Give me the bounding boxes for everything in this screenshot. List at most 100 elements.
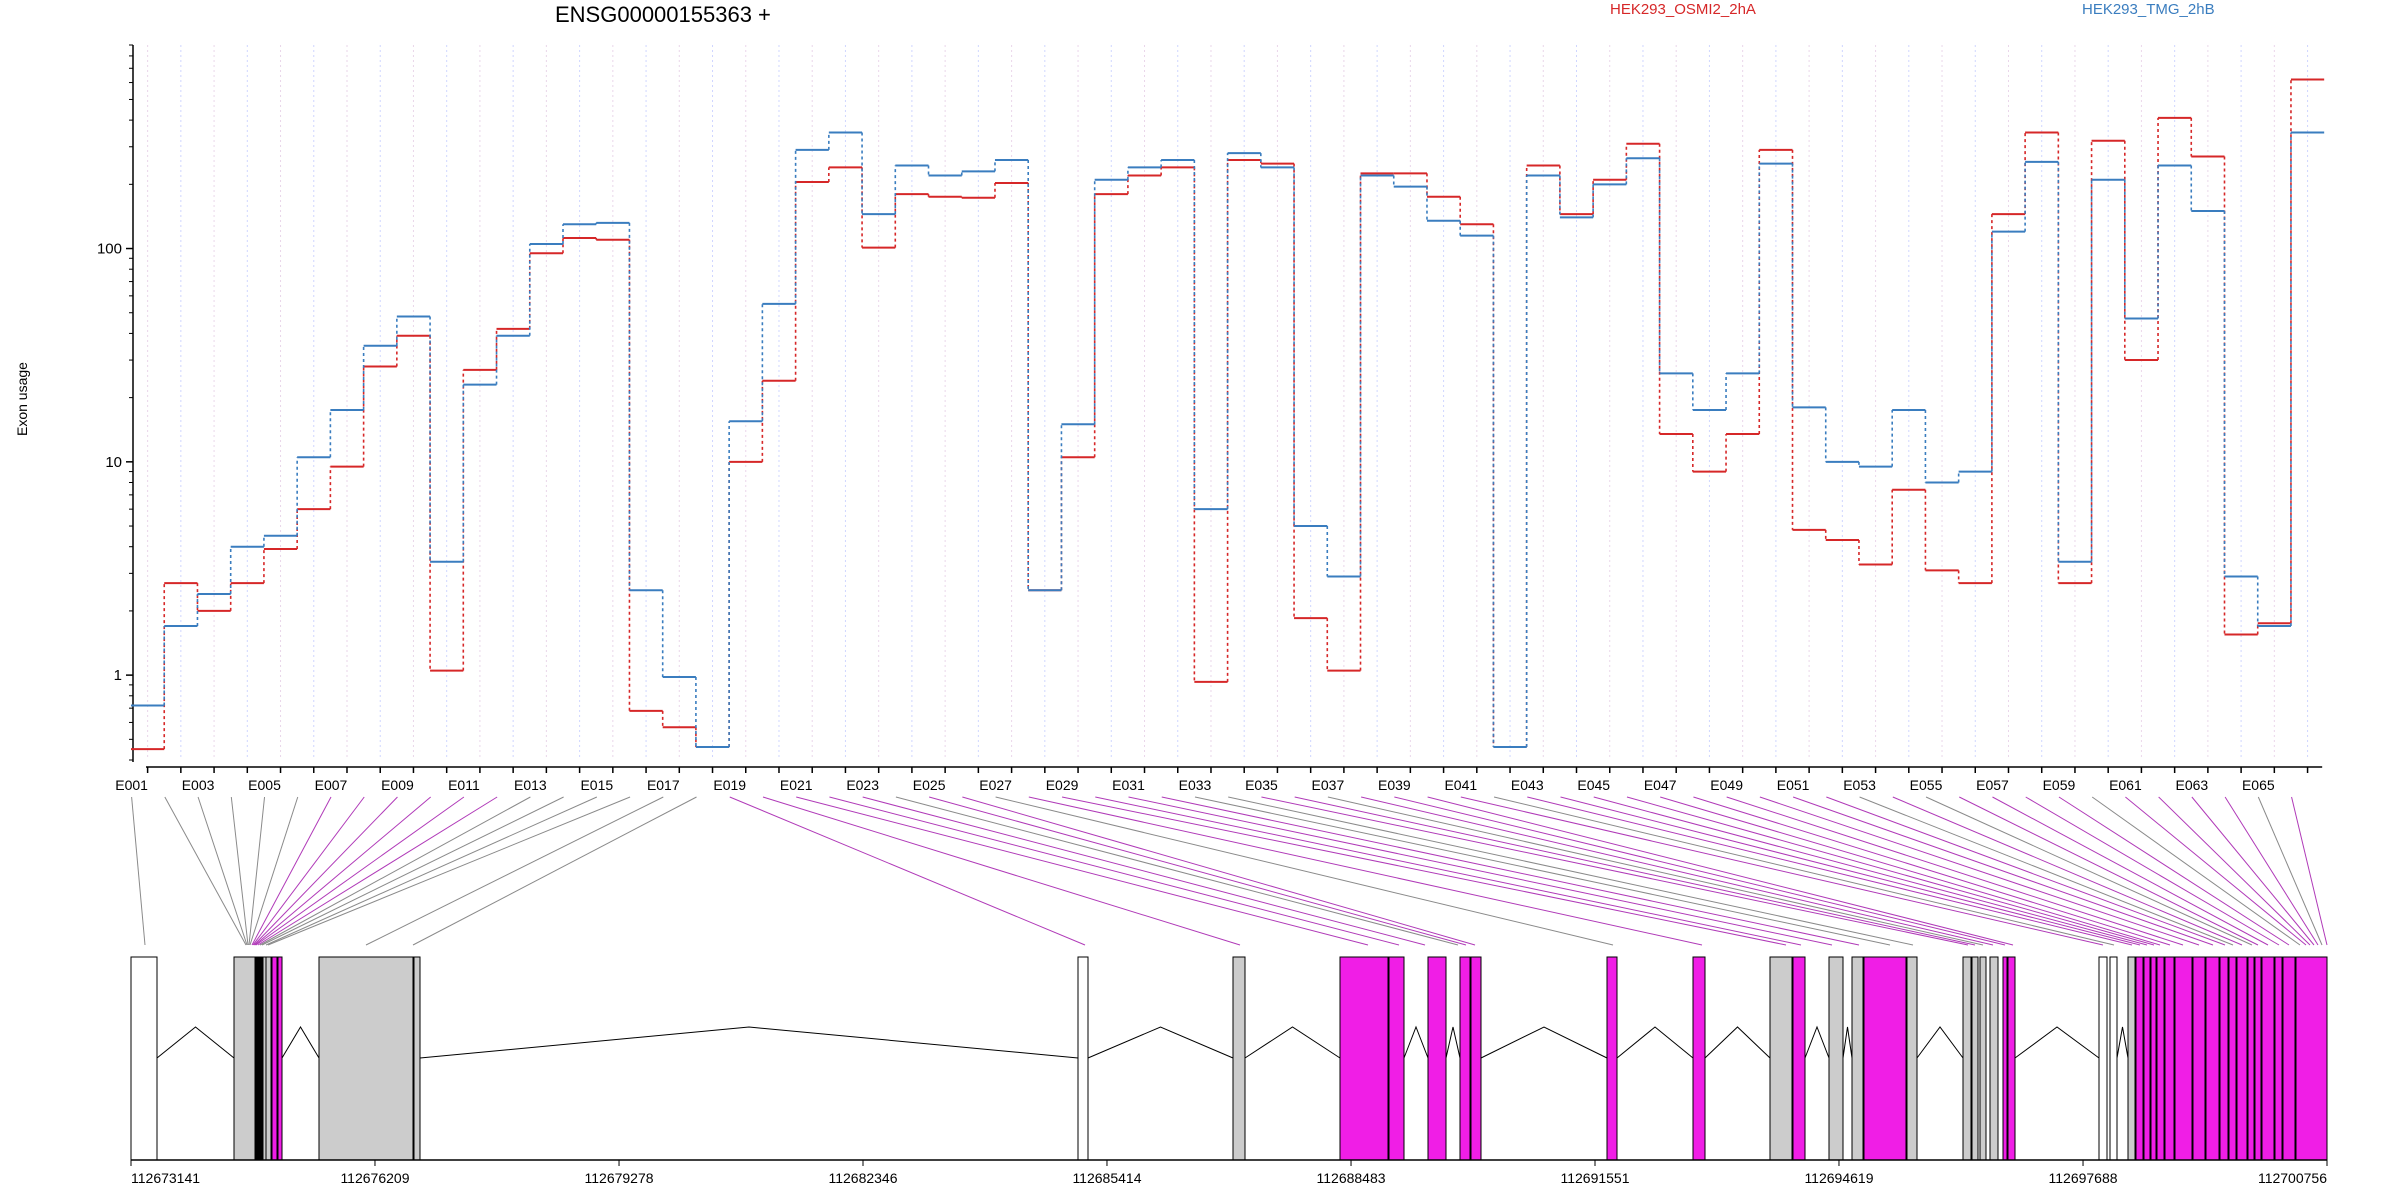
- x-tick-label: E043: [1511, 777, 1544, 793]
- genomic-tick-label: 112688483: [1317, 1170, 1386, 1186]
- exon-box: [1792, 956, 1806, 1161]
- exon-box: [2098, 956, 2108, 1161]
- exon-connector: [265, 796, 598, 946]
- exon-connector: [197, 796, 248, 946]
- exon-connector: [365, 796, 664, 946]
- exon-connector: [729, 796, 1086, 946]
- exon-box: [2150, 956, 2157, 1161]
- exon-connector: [1028, 796, 1703, 946]
- x-tick-label: E063: [2176, 777, 2209, 793]
- intron-line: [281, 1026, 320, 1059]
- exon-box: [2261, 956, 2275, 1161]
- exon-connector: [1294, 796, 1976, 946]
- x-tick-label: E057: [1976, 777, 2009, 793]
- exon-box: [1388, 956, 1405, 1161]
- exon-connector: [1792, 796, 2214, 946]
- exon-connector: [1460, 796, 2104, 946]
- intron-line: [1244, 1026, 1341, 1059]
- genomic-tick-label: 112700756: [2258, 1170, 2327, 1186]
- exon-connector: [995, 796, 1614, 946]
- exon-box: [2228, 956, 2237, 1161]
- exon-connector: [1925, 796, 2253, 946]
- exon-box: [233, 956, 256, 1161]
- x-tick-label: E007: [315, 777, 348, 793]
- exon-connector: [2191, 796, 2315, 946]
- exon-connector: [2257, 796, 2323, 946]
- y-tick-label: 100: [97, 241, 122, 258]
- exon-connector: [252, 796, 365, 946]
- exon-connector: [1826, 796, 2226, 946]
- exon-connector: [962, 796, 1476, 946]
- genomic-tick-label: 112691551: [1560, 1170, 1629, 1186]
- exon-connector: [1626, 796, 2155, 946]
- exon-connector: [1194, 796, 1891, 946]
- exon-connector: [255, 796, 465, 946]
- exon-connector: [267, 796, 631, 946]
- exon-connector: [929, 796, 1467, 946]
- x-tick-label: E037: [1312, 777, 1345, 793]
- intron-line: [2014, 1026, 2100, 1059]
- intron-line: [1804, 1025, 1830, 1059]
- exon-connector: [1759, 796, 2200, 946]
- x-tick-label: E049: [1710, 777, 1743, 793]
- exon-box: [1989, 956, 1999, 1161]
- exon-connector: [1593, 796, 2148, 946]
- exon-box: [1470, 956, 1482, 1161]
- exon-box: [2192, 956, 2206, 1161]
- x-tick-label: E001: [115, 777, 148, 793]
- x-tick-label: E059: [2043, 777, 2076, 793]
- x-tick-label: E053: [1843, 777, 1876, 793]
- genomic-tick-label: 112694619: [1804, 1170, 1873, 1186]
- x-tick-label: E035: [1245, 777, 1278, 793]
- intron-line: [1916, 1026, 1964, 1059]
- exon-connector: [1859, 796, 2234, 946]
- exon-connector: [254, 796, 432, 946]
- intron-line: [2116, 1026, 2129, 1059]
- exon-connector: [2291, 796, 2328, 946]
- exon-connector: [1061, 796, 1787, 946]
- exon-box: [413, 956, 421, 1161]
- intron-line: [1480, 1026, 1608, 1059]
- exon-connector: [1992, 796, 2269, 946]
- exon-connector: [2224, 796, 2319, 946]
- exon-connector: [829, 796, 1400, 946]
- exon-connector: [253, 796, 398, 946]
- exon-connector: [862, 796, 1426, 946]
- exon-box: [130, 956, 158, 1161]
- exon-box: [2282, 956, 2296, 1161]
- exon-connector: [2091, 796, 2301, 946]
- exon-box: [277, 956, 283, 1161]
- exon-connector: [1228, 796, 1914, 946]
- x-tick-label: E009: [381, 777, 414, 793]
- exon-connector: [1361, 796, 1994, 946]
- legend-series-b: HEK293_TMG_2hB: [2082, 1, 2215, 18]
- exon-box: [1232, 956, 1246, 1161]
- x-tick-label: E003: [182, 777, 215, 793]
- x-tick-label: E013: [514, 777, 547, 793]
- exon-connector: [259, 796, 531, 946]
- exon-box: [1427, 956, 1447, 1161]
- exon-connector: [251, 796, 332, 946]
- exon-box: [1769, 956, 1793, 1161]
- intron-line: [1616, 1026, 1694, 1059]
- genomic-tick-label: 112682346: [828, 1170, 897, 1186]
- x-tick-label: E021: [780, 777, 813, 793]
- exon-box: [2007, 956, 2016, 1161]
- exon-box: [1339, 956, 1389, 1161]
- exon-connector: [230, 796, 249, 946]
- exon-box: [2143, 956, 2151, 1161]
- exon-box: [2135, 956, 2144, 1161]
- exon-box: [2219, 956, 2229, 1161]
- exon-box: [2174, 956, 2193, 1161]
- exon-box: [1459, 956, 1471, 1161]
- exon-connector: [1892, 796, 2243, 946]
- exon-connector: [164, 796, 247, 946]
- x-tick-label: E039: [1378, 777, 1411, 793]
- x-tick-label: E027: [979, 777, 1012, 793]
- exon-connector: [2125, 796, 2307, 946]
- exon-connector: [261, 796, 564, 946]
- exon-box: [318, 956, 414, 1161]
- exon-box: [2164, 956, 2175, 1161]
- exon-connector: [762, 796, 1241, 946]
- x-tick-label: E025: [913, 777, 946, 793]
